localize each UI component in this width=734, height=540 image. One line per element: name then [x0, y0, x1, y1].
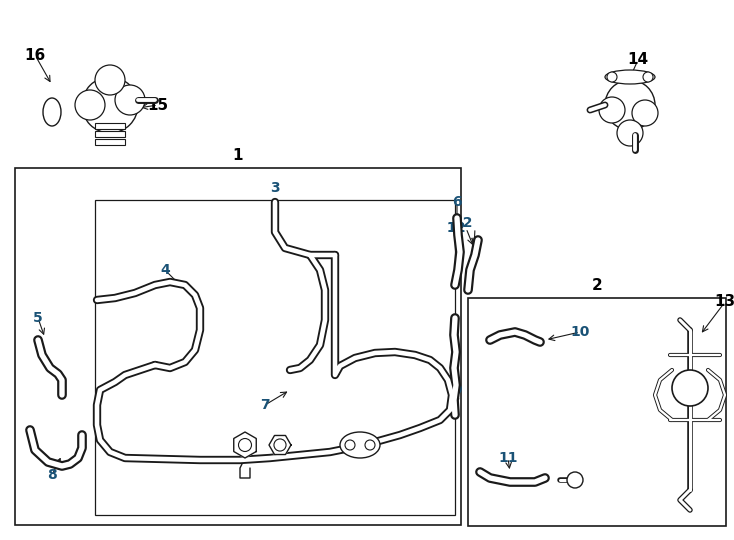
- Circle shape: [239, 438, 252, 451]
- Circle shape: [115, 85, 145, 115]
- Circle shape: [567, 472, 583, 488]
- Circle shape: [607, 72, 617, 82]
- Bar: [468, 298, 726, 526]
- Circle shape: [643, 72, 653, 82]
- Circle shape: [95, 65, 125, 95]
- Circle shape: [599, 97, 625, 123]
- Text: 14: 14: [628, 52, 649, 68]
- Text: 9: 9: [452, 383, 462, 397]
- Ellipse shape: [365, 440, 375, 450]
- Ellipse shape: [605, 70, 655, 84]
- Circle shape: [617, 120, 643, 146]
- Text: 12: 12: [446, 221, 466, 235]
- Circle shape: [75, 90, 105, 120]
- Text: 13: 13: [714, 294, 734, 309]
- Polygon shape: [269, 435, 291, 455]
- Circle shape: [632, 100, 658, 126]
- Bar: [95, 139, 125, 145]
- Ellipse shape: [340, 432, 380, 458]
- Ellipse shape: [345, 440, 355, 450]
- Circle shape: [605, 80, 655, 130]
- Ellipse shape: [43, 98, 61, 126]
- Text: 1: 1: [233, 148, 243, 164]
- Circle shape: [274, 439, 286, 451]
- Circle shape: [672, 370, 708, 406]
- Text: 5: 5: [33, 311, 43, 325]
- Text: 15: 15: [148, 98, 169, 112]
- Text: 3: 3: [270, 181, 280, 195]
- Text: 6: 6: [452, 195, 462, 209]
- Polygon shape: [233, 432, 256, 458]
- Text: 12: 12: [454, 216, 473, 230]
- Circle shape: [82, 77, 138, 133]
- Text: 4: 4: [160, 263, 170, 277]
- Text: 16: 16: [24, 48, 46, 63]
- Text: 7: 7: [260, 398, 270, 412]
- Bar: [95, 200, 455, 515]
- Text: 12: 12: [446, 221, 466, 235]
- Bar: [15, 168, 461, 525]
- Bar: [95, 123, 125, 129]
- Bar: [95, 131, 125, 137]
- Text: 8: 8: [47, 468, 57, 482]
- Text: 2: 2: [592, 279, 603, 294]
- Text: 10: 10: [570, 325, 589, 339]
- Text: 11: 11: [498, 451, 517, 465]
